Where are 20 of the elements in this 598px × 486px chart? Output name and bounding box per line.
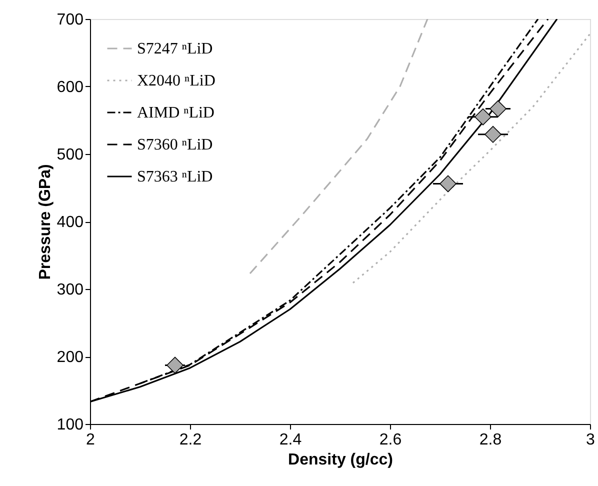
y-axis-title: Pressure (GPa)	[36, 164, 54, 280]
legend-label: S7247 ⁿLiD	[137, 40, 213, 58]
legend-label: S7360 ⁿLiD	[137, 136, 213, 154]
x-tick-label: 2.4	[279, 432, 302, 448]
y-tick-label: 300	[56, 282, 84, 298]
legend-label: X2040 ⁿLiD	[137, 72, 216, 90]
y-tick-label: 700	[56, 12, 84, 28]
y-tick-label: 100	[56, 416, 84, 434]
x-tick-label: 2.8	[479, 432, 502, 448]
x-tick-label: 3	[586, 432, 596, 448]
y-tick-label: 500	[56, 146, 84, 164]
y-tick-label: 600	[56, 79, 84, 96]
legend-label: AIMD ⁿLiD	[137, 104, 214, 122]
y-tick-label: 400	[56, 214, 84, 231]
x-tick-label: 2.6	[379, 432, 402, 448]
x-axis-title: Density (g/cc)	[288, 452, 393, 468]
x-tick-label: 2	[86, 432, 96, 448]
legend-label: S7363 ⁿLiD	[137, 168, 213, 186]
x-tick-label: 2.2	[179, 432, 202, 448]
y-tick-label: 200	[56, 349, 84, 366]
